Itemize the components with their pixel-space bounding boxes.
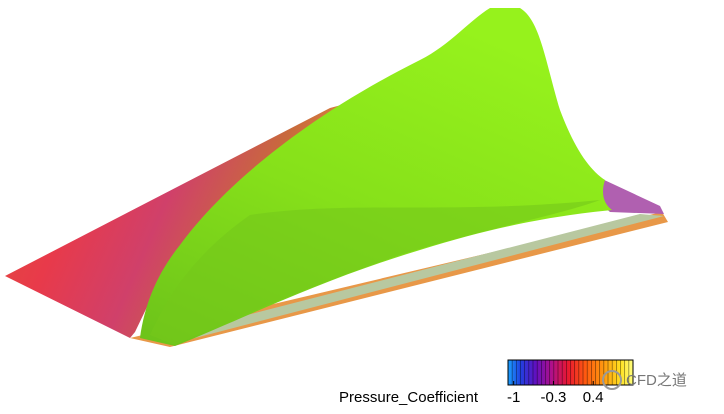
right-patch <box>596 178 664 214</box>
colorbar: Pressure_Coefficient -1 -0.3 0.4 <box>339 359 634 406</box>
colorbar-label: Pressure_Coefficient <box>339 389 479 406</box>
colorbar-tick-label: -1 <box>507 389 520 406</box>
model <box>5 8 668 347</box>
watermark: CFD之道 <box>602 370 687 390</box>
watermark-icon <box>602 370 622 390</box>
watermark-text: CFD之道 <box>626 372 687 389</box>
colorbar-tick-label: -0.3 <box>541 389 567 406</box>
colorbar-tick-label: 0.4 <box>583 389 604 406</box>
left-face <box>5 104 345 338</box>
body-shade <box>150 200 600 345</box>
lower-plate <box>150 214 664 344</box>
